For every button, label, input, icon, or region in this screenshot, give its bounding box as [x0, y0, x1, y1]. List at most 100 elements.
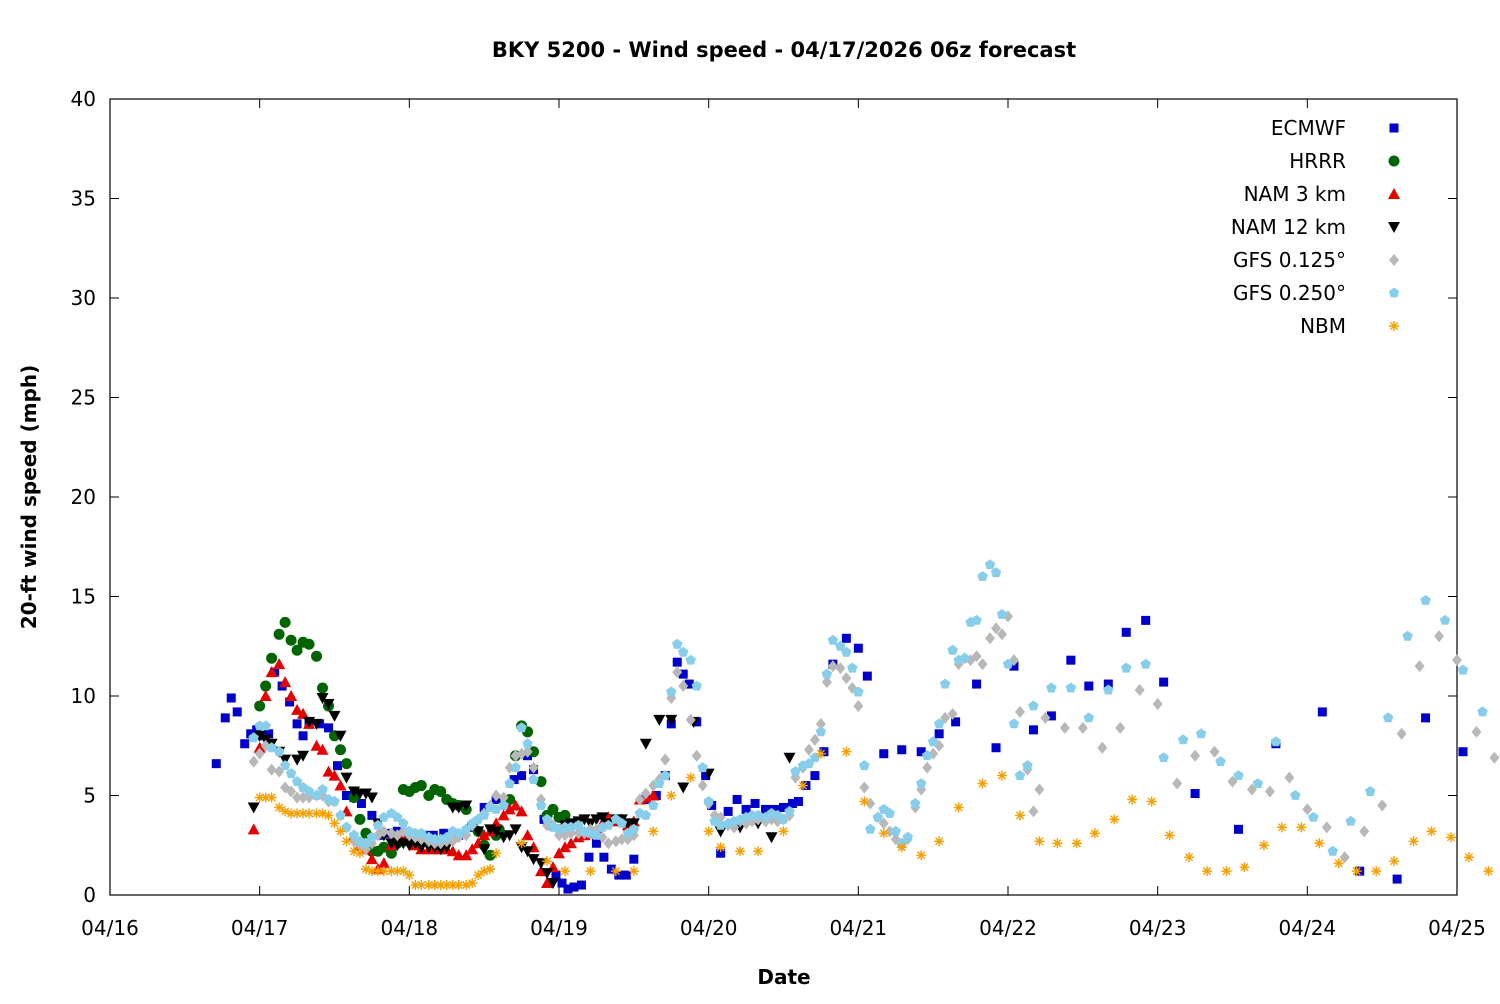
- x-tick-label: 04/20: [680, 916, 738, 940]
- data-point: [254, 792, 265, 803]
- data-point: [498, 800, 509, 810]
- data-point: [423, 880, 434, 891]
- data-point: [1195, 728, 1207, 739]
- data-point: [498, 791, 509, 804]
- data-point: [666, 686, 677, 697]
- data-point: [478, 809, 490, 820]
- data-point: [841, 646, 852, 657]
- data-point: [990, 567, 1002, 578]
- data-point: [865, 823, 876, 834]
- data-point: [573, 819, 584, 830]
- data-point: [640, 809, 651, 820]
- data-point: [934, 836, 945, 847]
- x-tick-label: 04/23: [1129, 916, 1187, 940]
- legend-marker: [1388, 222, 1400, 233]
- data-point: [1276, 822, 1287, 833]
- data-point: [298, 731, 308, 741]
- data-point: [303, 786, 315, 796]
- data-point: [1084, 681, 1094, 691]
- data-point: [678, 646, 689, 657]
- data-point: [503, 830, 516, 842]
- data-point: [328, 710, 341, 722]
- data-point: [324, 723, 334, 733]
- data-point: [648, 826, 659, 837]
- data-point: [240, 739, 250, 749]
- data-point: [703, 796, 714, 806]
- data-point: [685, 772, 696, 783]
- data-point: [634, 793, 645, 806]
- data-point: [827, 660, 838, 673]
- data-point: [297, 707, 310, 719]
- data-point: [1296, 822, 1307, 833]
- data-point: [1215, 756, 1226, 767]
- data-point: [684, 679, 694, 689]
- x-tick-label: 04/25: [1428, 916, 1486, 940]
- data-point: [254, 747, 265, 760]
- data-point: [298, 808, 309, 819]
- data-point: [783, 752, 796, 764]
- data-point: [803, 743, 814, 756]
- data-point: [841, 672, 852, 685]
- data-point: [629, 854, 639, 864]
- series-gfs-0-250-: [248, 559, 1488, 856]
- data-point: [378, 866, 389, 877]
- data-point: [541, 813, 553, 824]
- data-point: [416, 827, 427, 838]
- data-point: [596, 812, 609, 824]
- legend-label: HRRR: [1289, 149, 1346, 173]
- data-point: [348, 846, 359, 857]
- data-point: [1146, 796, 1157, 807]
- legend-label: NAM 3 km: [1244, 182, 1346, 206]
- data-point: [547, 878, 560, 890]
- data-point: [220, 713, 230, 723]
- data-point: [1308, 811, 1319, 822]
- data-point: [547, 803, 559, 815]
- data-point: [939, 678, 951, 689]
- data-point: [516, 838, 527, 849]
- data-point: [685, 654, 696, 665]
- data-point: [366, 831, 378, 842]
- data-point: [557, 878, 567, 888]
- data-point: [991, 743, 1001, 753]
- data-point: [340, 758, 352, 770]
- data-point: [947, 644, 958, 655]
- data-point: [1233, 824, 1243, 834]
- data-point: [890, 825, 901, 836]
- x-tick-label: 04/22: [979, 916, 1037, 940]
- data-point: [1392, 874, 1402, 884]
- data-point: [1158, 752, 1169, 763]
- y-tick-label: 15: [71, 585, 96, 609]
- data-point: [815, 748, 826, 759]
- data-point: [280, 806, 291, 817]
- data-point: [1134, 684, 1145, 697]
- y-tick-label: 0: [83, 883, 96, 907]
- data-point: [354, 813, 366, 825]
- data-point: [248, 755, 259, 768]
- data-point: [853, 643, 863, 653]
- data-point: [247, 823, 260, 835]
- data-point: [1314, 838, 1325, 849]
- data-point: [878, 828, 889, 839]
- data-point: [484, 849, 496, 861]
- data-point: [259, 690, 272, 701]
- data-point: [1066, 655, 1076, 665]
- data-point: [285, 697, 295, 707]
- data-point: [1028, 700, 1039, 711]
- data-point: [953, 802, 964, 813]
- data-point: [934, 729, 944, 739]
- data-point: [253, 730, 266, 742]
- y-axis-label: 20-ft wind speed (mph): [17, 365, 41, 630]
- data-point: [691, 749, 702, 762]
- data-point: [628, 866, 639, 877]
- data-point: [558, 841, 571, 853]
- data-point: [521, 846, 534, 858]
- legend-marker: [1388, 188, 1400, 199]
- y-tick-label: 30: [71, 286, 96, 310]
- data-point: [972, 679, 982, 689]
- data-point: [386, 866, 397, 877]
- data-point: [809, 733, 820, 746]
- data-point: [940, 711, 951, 724]
- x-axis: 04/16 04/17 04/18 04/19 04/20 04/21 04/22 04/23…: [81, 99, 1486, 940]
- data-point: [316, 692, 329, 704]
- data-point: [1414, 660, 1425, 673]
